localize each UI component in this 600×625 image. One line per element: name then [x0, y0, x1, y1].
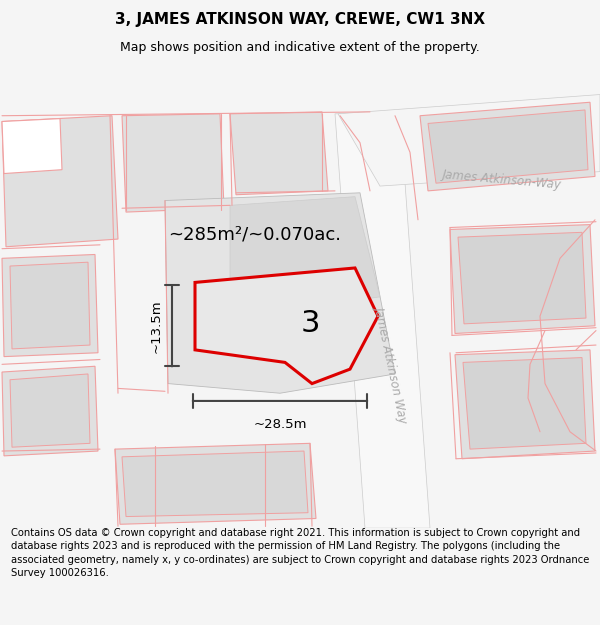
Polygon shape — [2, 254, 98, 357]
Text: 3: 3 — [300, 309, 320, 338]
Polygon shape — [428, 110, 588, 183]
Polygon shape — [458, 232, 586, 324]
Polygon shape — [2, 119, 62, 174]
Polygon shape — [335, 114, 430, 528]
Text: James Atkinson Way: James Atkinson Way — [373, 304, 411, 424]
Polygon shape — [122, 114, 224, 212]
Polygon shape — [115, 443, 316, 524]
Polygon shape — [420, 102, 595, 191]
Polygon shape — [338, 94, 600, 186]
Polygon shape — [10, 262, 90, 349]
Text: James Atkinson-Way: James Atkinson-Way — [442, 168, 562, 191]
Text: ~28.5m: ~28.5m — [253, 418, 307, 431]
Polygon shape — [2, 116, 118, 247]
Polygon shape — [455, 350, 595, 459]
Text: ~13.5m: ~13.5m — [149, 299, 163, 352]
Text: Map shows position and indicative extent of the property.: Map shows position and indicative extent… — [120, 41, 480, 54]
Polygon shape — [2, 366, 98, 456]
Text: Contains OS data © Crown copyright and database right 2021. This information is : Contains OS data © Crown copyright and d… — [11, 528, 589, 578]
Polygon shape — [450, 224, 595, 334]
Polygon shape — [10, 374, 90, 448]
Text: ~285m²/~0.070ac.: ~285m²/~0.070ac. — [169, 225, 341, 243]
Polygon shape — [230, 112, 328, 195]
Text: 3, JAMES ATKINSON WAY, CREWE, CW1 3NX: 3, JAMES ATKINSON WAY, CREWE, CW1 3NX — [115, 12, 485, 27]
Polygon shape — [463, 357, 586, 449]
Polygon shape — [122, 451, 308, 516]
Polygon shape — [230, 197, 380, 311]
Polygon shape — [195, 268, 378, 384]
Polygon shape — [165, 192, 395, 393]
